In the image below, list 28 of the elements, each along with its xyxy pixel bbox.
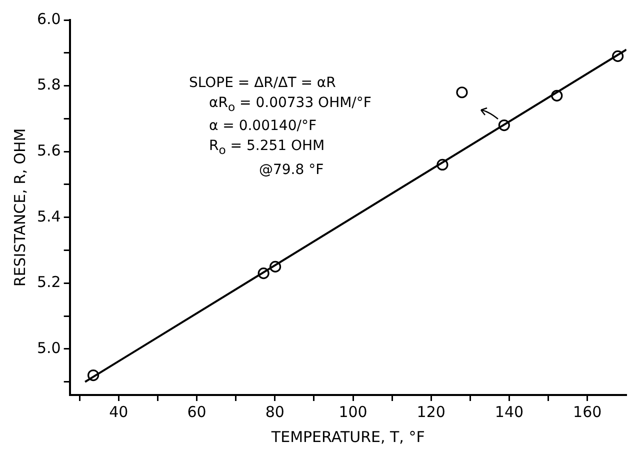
y-tick-label: 5.4 [36,207,61,226]
y-tick-label: 5.2 [36,273,61,292]
y-tick-label: 5.0 [36,338,61,357]
x-tick-label: 140 [494,402,524,421]
point [456,86,468,98]
x-tick-label: 100 [338,402,368,421]
x-tick-label: 40 [109,402,128,421]
x-tick-label: 160 [573,402,602,421]
point [551,90,563,102]
point [87,369,100,382]
point [436,158,448,171]
x-axis-title: TEMPERATURE, T, °F [270,428,425,446]
y-tick-label: 5.6 [36,141,61,160]
y-axis-title: RESISTANCE, R, OHM [10,128,29,287]
x-tick-label: 120 [416,402,446,421]
annotation: α = 0.00140/°F [208,117,318,136]
point [269,260,282,273]
point [258,267,270,280]
annotation: @79.8 °F [258,161,325,180]
annotation: SLOPE = ΔR/ΔT = αR [188,74,337,93]
y-tick-label: 6.0 [36,10,61,28]
x-tick-label: 80 [265,402,284,421]
annotation: R$_{o}$ = 5.251 OHM [208,137,326,160]
annotation: αR$_{o}$ = 0.00733 OHM/°F [208,94,372,116]
point [612,50,624,62]
x-tick-label: 60 [187,402,206,421]
point [498,119,510,132]
y-tick-label: 5.8 [36,76,61,94]
